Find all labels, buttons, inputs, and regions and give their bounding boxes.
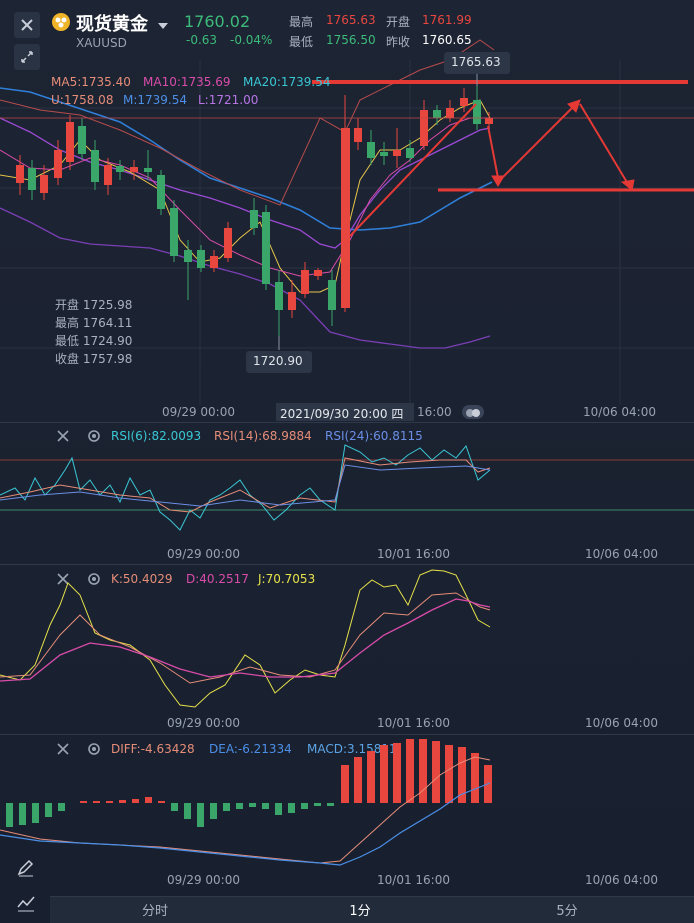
panel-divider <box>0 564 694 565</box>
peak-price-text: 1765.63 <box>451 55 501 69</box>
ma20-label: MA20:1739.54 <box>243 75 331 89</box>
prev-close-label: 昨收 <box>386 35 411 49</box>
trough-price-tag <box>246 351 312 373</box>
kdj-chart <box>0 569 491 708</box>
boll-upper-line <box>0 87 493 231</box>
rsi-close-icon[interactable] <box>56 428 70 447</box>
rsi14-label: RSI(14):68.9884 <box>214 429 312 443</box>
boll-lower-line <box>0 207 491 349</box>
ohlc-open: 开盘 1725.98 <box>55 298 133 312</box>
low-label: 最低 <box>289 35 314 49</box>
symbol-name[interactable]: 现货黄金 <box>76 14 148 35</box>
edit-icon[interactable] <box>16 858 36 882</box>
macd-dea-label: DEA:-6.21334 <box>209 742 292 756</box>
symbol-code: XAUUSD <box>76 36 127 50</box>
panel-divider <box>0 734 694 735</box>
macd-settings-icon[interactable] <box>86 741 102 761</box>
open-label: 开盘 <box>386 15 411 29</box>
rsi6-label: RSI(6):82.0093 <box>111 429 202 443</box>
trough-price-text: 1720.90 <box>253 354 303 368</box>
macd-time-3: 10/06 04:00 <box>585 873 658 887</box>
rsi-settings-icon[interactable] <box>86 428 102 448</box>
low-value: 1756.50 <box>326 33 376 47</box>
macd-chart <box>0 739 492 866</box>
price-change-pct: -0.04% <box>230 33 273 47</box>
last-price: 1760.02 <box>184 12 251 31</box>
rsi-chart <box>0 444 694 531</box>
trend-icon[interactable] <box>16 893 36 917</box>
user-drawings[interactable] <box>312 80 694 237</box>
price-change: -0.63 <box>186 33 218 47</box>
kdj-settings-icon[interactable] <box>86 571 102 591</box>
macd-close-icon[interactable] <box>56 741 70 760</box>
crosshair-icon[interactable] <box>462 405 484 419</box>
high-label: 最高 <box>289 15 314 29</box>
kdj-time-1: 09/29 00:00 <box>167 716 240 730</box>
ohlc-high: 最高 1764.11 <box>55 316 133 330</box>
kdj-close-icon[interactable] <box>56 571 70 590</box>
kdj-j-label: J:70.7053 <box>258 572 316 586</box>
gold-coin-icon <box>52 13 70 31</box>
kdj-time-2: 10/01 16:00 <box>377 716 450 730</box>
macd-time-2: 10/01 16:00 <box>377 873 450 887</box>
boll-l-label: L:1721.00 <box>198 93 259 107</box>
rsi-time-2: 10/01 16:00 <box>377 547 450 561</box>
close-icon <box>21 19 33 31</box>
cursor-time-tag <box>276 403 414 421</box>
ma10-label: MA10:1735.69 <box>143 75 231 89</box>
period-tab-bar <box>50 896 694 923</box>
boll-u-label: U:1758.08 <box>51 93 114 107</box>
collapse-icon <box>21 51 33 63</box>
candles <box>16 86 493 336</box>
rsi24-label: RSI(24):60.8115 <box>325 429 423 443</box>
rsi-time-3: 10/06 04:00 <box>585 547 658 561</box>
kdj-time-3: 10/06 04:00 <box>585 716 658 730</box>
ohlc-close: 收盘 1757.98 <box>55 352 133 366</box>
rsi-time-1: 09/29 00:00 <box>167 547 240 561</box>
caret-down-icon[interactable] <box>158 16 168 35</box>
high-value: 1765.63 <box>326 13 376 27</box>
cursor-time: 2021/09/30 20:00 四 <box>280 407 404 421</box>
collapse-button[interactable] <box>14 44 40 70</box>
main-time-2: 16:00 <box>417 405 452 419</box>
main-time-3: 10/06 04:00 <box>583 405 656 419</box>
kdj-d-label: D:40.2517 <box>186 572 249 586</box>
close-button[interactable] <box>14 12 40 38</box>
peak-price-tag <box>444 52 510 74</box>
tab-1min[interactable]: 1分 <box>349 904 371 919</box>
macd-time-1: 09/29 00:00 <box>167 873 240 887</box>
ohlc-low: 最低 1724.90 <box>55 334 133 348</box>
main-time-1: 09/29 00:00 <box>162 405 235 419</box>
macd-diff-label: DIFF:-4.63428 <box>111 742 195 756</box>
ma5-label: MA5:1735.40 <box>51 75 131 89</box>
open-value: 1761.99 <box>422 13 472 27</box>
candlestick-chart[interactable] <box>0 0 694 420</box>
tab-time-share[interactable]: 分时 <box>141 904 168 919</box>
kdj-k-label: K:50.4029 <box>111 572 173 586</box>
ma20-line <box>0 39 495 206</box>
prev-close-value: 1760.65 <box>422 33 472 47</box>
panel-divider <box>0 422 694 423</box>
tab-5min[interactable]: 5分 <box>556 904 578 919</box>
boll-m-label: M:1739.54 <box>123 93 188 107</box>
